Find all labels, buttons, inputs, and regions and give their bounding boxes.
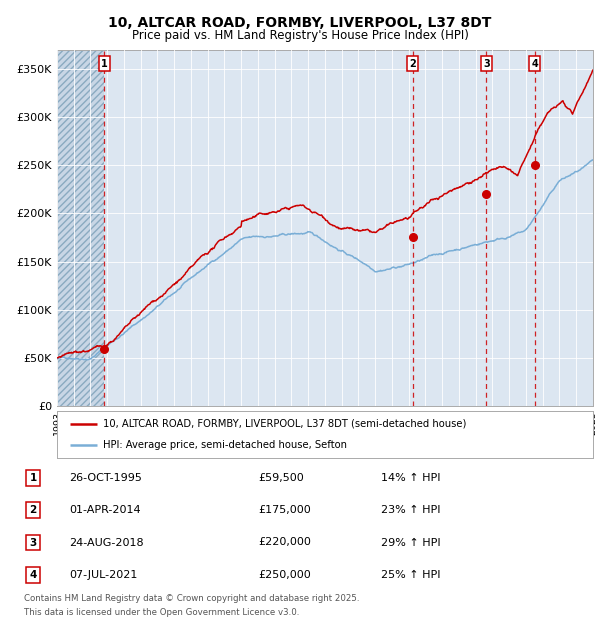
- Text: 4: 4: [531, 58, 538, 69]
- Text: Contains HM Land Registry data © Crown copyright and database right 2025.: Contains HM Land Registry data © Crown c…: [24, 594, 359, 603]
- Text: 1: 1: [101, 58, 107, 69]
- Text: 4: 4: [29, 570, 37, 580]
- Text: 24-AUG-2018: 24-AUG-2018: [69, 538, 143, 547]
- Text: 23% ↑ HPI: 23% ↑ HPI: [381, 505, 440, 515]
- Text: 07-JUL-2021: 07-JUL-2021: [69, 570, 137, 580]
- Bar: [57, 50, 104, 406]
- Text: £220,000: £220,000: [258, 538, 311, 547]
- Text: 01-APR-2014: 01-APR-2014: [69, 505, 140, 515]
- Text: £59,500: £59,500: [258, 473, 304, 483]
- Text: 25% ↑ HPI: 25% ↑ HPI: [381, 570, 440, 580]
- Text: £250,000: £250,000: [258, 570, 311, 580]
- Text: 10, ALTCAR ROAD, FORMBY, LIVERPOOL, L37 8DT: 10, ALTCAR ROAD, FORMBY, LIVERPOOL, L37 …: [109, 16, 491, 30]
- Bar: [57, 50, 104, 406]
- Text: Price paid vs. HM Land Registry's House Price Index (HPI): Price paid vs. HM Land Registry's House …: [131, 29, 469, 42]
- Text: 10, ALTCAR ROAD, FORMBY, LIVERPOOL, L37 8DT (semi-detached house): 10, ALTCAR ROAD, FORMBY, LIVERPOOL, L37 …: [103, 418, 466, 428]
- Text: 3: 3: [29, 538, 37, 547]
- Text: 3: 3: [483, 58, 490, 69]
- Text: HPI: Average price, semi-detached house, Sefton: HPI: Average price, semi-detached house,…: [103, 440, 347, 450]
- Text: 2: 2: [409, 58, 416, 69]
- Text: £175,000: £175,000: [258, 505, 311, 515]
- Text: 1: 1: [29, 473, 37, 483]
- Text: 2: 2: [29, 505, 37, 515]
- Text: 29% ↑ HPI: 29% ↑ HPI: [381, 538, 440, 547]
- Text: 26-OCT-1995: 26-OCT-1995: [69, 473, 142, 483]
- Text: This data is licensed under the Open Government Licence v3.0.: This data is licensed under the Open Gov…: [24, 608, 299, 617]
- Text: 14% ↑ HPI: 14% ↑ HPI: [381, 473, 440, 483]
